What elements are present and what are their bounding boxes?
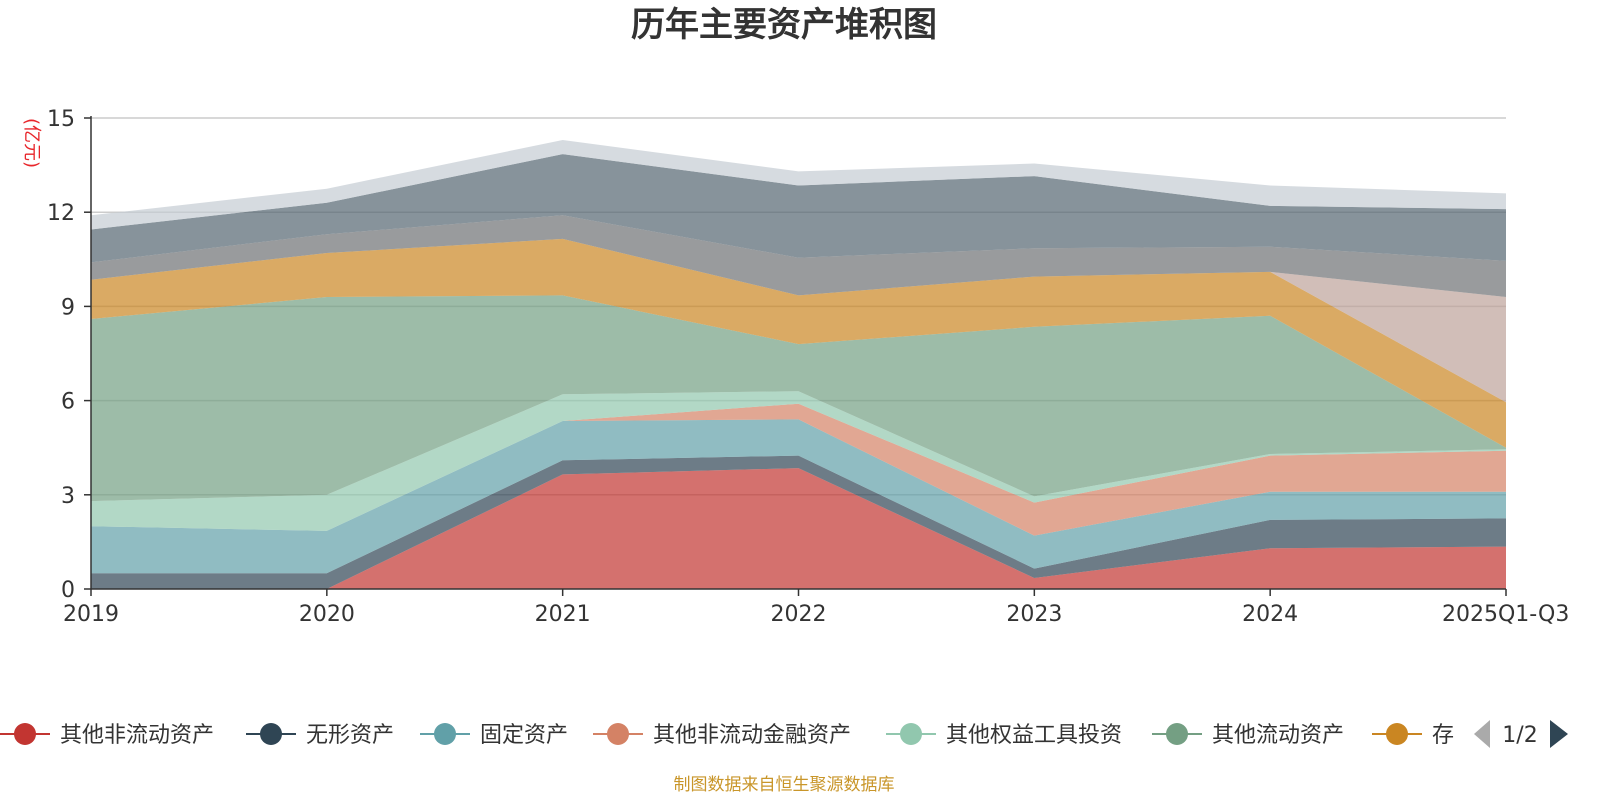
legend-label: 无形资产 <box>306 723 394 748</box>
area-series-4[interactable] <box>91 391 1506 531</box>
area-series-10[interactable] <box>91 140 1506 230</box>
legend-item[interactable]: 其他非流动金融资产 <box>593 723 851 748</box>
y-tick-label: 6 <box>61 390 75 415</box>
area-series-1[interactable] <box>91 455 1506 589</box>
legend-label: 其他流动资产 <box>1212 723 1344 748</box>
y-tick-label: 0 <box>61 578 75 603</box>
legend[interactable]: 其他非流动资产 无形资产 固定资产 其他非流动金融资产 其他权益工具投资 其他流动资产 存 <box>0 723 1454 748</box>
area-series-group[interactable] <box>91 140 1506 589</box>
legend-prev-icon[interactable] <box>1474 720 1490 748</box>
y-axis-label: (亿元) <box>21 118 42 168</box>
x-tick-label: 2022 <box>771 602 827 627</box>
legend-item[interactable]: 固定资产 <box>420 723 568 748</box>
legend-pager[interactable]: 1/2 <box>1474 720 1568 748</box>
legend-label: 其他权益工具投资 <box>946 723 1122 748</box>
legend-label: 存 <box>1432 723 1454 748</box>
x-tick-label: 2023 <box>1006 602 1062 627</box>
source-note: 制图数据来自恒生聚源数据库 <box>674 775 895 795</box>
legend-label: 其他非流动金融资产 <box>653 723 851 748</box>
legend-label: 固定资产 <box>480 723 568 748</box>
legend-marker-icon <box>14 723 36 745</box>
x-tick-label: 2024 <box>1242 602 1298 627</box>
legend-item[interactable]: 存 <box>1372 723 1454 748</box>
legend-marker-icon <box>607 723 629 745</box>
legend-label: 其他非流动资产 <box>60 723 214 748</box>
legend-page-indicator: 1/2 <box>1502 723 1537 748</box>
chart-title: 历年主要资产堆积图 <box>631 5 937 45</box>
legend-item[interactable]: 其他非流动资产 <box>0 723 214 748</box>
x-tick-label: 2020 <box>299 602 355 627</box>
area-series-0[interactable] <box>91 468 1506 589</box>
axes: 0 3 6 9 12 15 2019 2020 2021 2022 2023 2024 2025Q1-Q… <box>47 107 1569 627</box>
area-series-5[interactable] <box>91 295 1506 502</box>
area-series-3[interactable] <box>91 403 1506 536</box>
y-tick-label: 15 <box>47 107 75 132</box>
x-tick-label: 2019 <box>63 602 119 627</box>
legend-marker-icon <box>1386 723 1408 745</box>
legend-item[interactable]: 其他权益工具投资 <box>886 723 1122 748</box>
area-series-2[interactable] <box>91 419 1506 574</box>
area-series-8[interactable] <box>91 215 1506 297</box>
legend-marker-icon <box>260 723 282 745</box>
x-tick-label: 2021 <box>535 602 591 627</box>
area-series-6[interactable] <box>91 238 1506 448</box>
y-tick-label: 9 <box>61 295 75 320</box>
legend-item[interactable]: 无形资产 <box>246 723 394 748</box>
legend-item[interactable]: 其他流动资产 <box>1152 723 1344 748</box>
y-tick-label: 12 <box>47 201 75 226</box>
legend-marker-icon <box>900 723 922 745</box>
legend-next-icon[interactable] <box>1550 720 1568 748</box>
y-tick-label: 3 <box>61 484 75 509</box>
x-tick-label: 2025Q1-Q3 <box>1442 602 1569 627</box>
legend-marker-icon <box>1166 723 1188 745</box>
legend-marker-icon <box>434 723 456 745</box>
area-series-9[interactable] <box>91 154 1506 263</box>
